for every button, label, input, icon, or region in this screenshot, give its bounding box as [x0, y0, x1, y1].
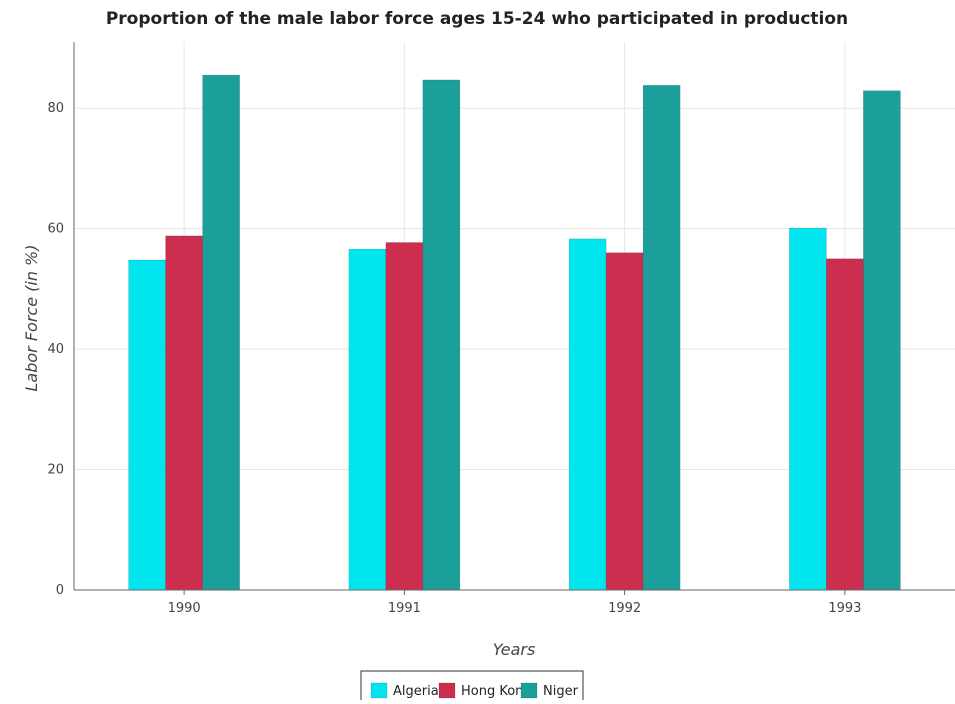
bar-algeria-1993 — [789, 227, 827, 591]
bars — [128, 74, 901, 591]
bar-niger-1990 — [202, 74, 240, 591]
y-tick-label: 0 — [56, 583, 64, 598]
y-tick-label: 20 — [47, 463, 64, 478]
legend-swatch — [520, 682, 538, 699]
x-axis-label: Years — [493, 640, 536, 659]
bar-hong-kong-1992 — [605, 252, 644, 591]
legend-box — [360, 670, 584, 704]
chart-title: Proportion of the male labor force ages … — [106, 9, 848, 29]
bar-hong-kong-1991 — [385, 242, 424, 591]
legend-label: Hong Kong — [461, 684, 532, 699]
bar-hong-kong-1990 — [165, 235, 203, 591]
x-tick-label: 1993 — [828, 601, 861, 616]
legend-label: Algeria — [393, 684, 439, 699]
x-tick-label: 1992 — [608, 601, 641, 616]
bar-niger-1992 — [642, 85, 681, 591]
bar-hong-kong-1993 — [826, 258, 864, 591]
x-tick-label: 1990 — [168, 601, 201, 616]
y-tick-label: 80 — [47, 101, 64, 116]
legend: Algeria Hong Kong Niger — [360, 670, 584, 704]
legend-swatch — [370, 682, 388, 699]
x-tick-label: 1991 — [388, 601, 421, 616]
bar-niger-1993 — [863, 90, 901, 591]
legend-label: Niger — [543, 684, 579, 699]
bar-algeria-1992 — [568, 238, 607, 591]
bar-algeria-1990 — [128, 259, 166, 591]
axes: 0 20 40 60 80 1990 1991 1992 1993 — [47, 42, 955, 616]
y-tick-label: 40 — [47, 342, 64, 357]
y-axis-label: Labor Force (in %) — [22, 245, 41, 392]
legend-swatch — [438, 682, 456, 699]
y-tick-label: 60 — [47, 222, 64, 237]
bar-niger-1991 — [422, 79, 461, 591]
bar-algeria-1991 — [348, 248, 387, 591]
